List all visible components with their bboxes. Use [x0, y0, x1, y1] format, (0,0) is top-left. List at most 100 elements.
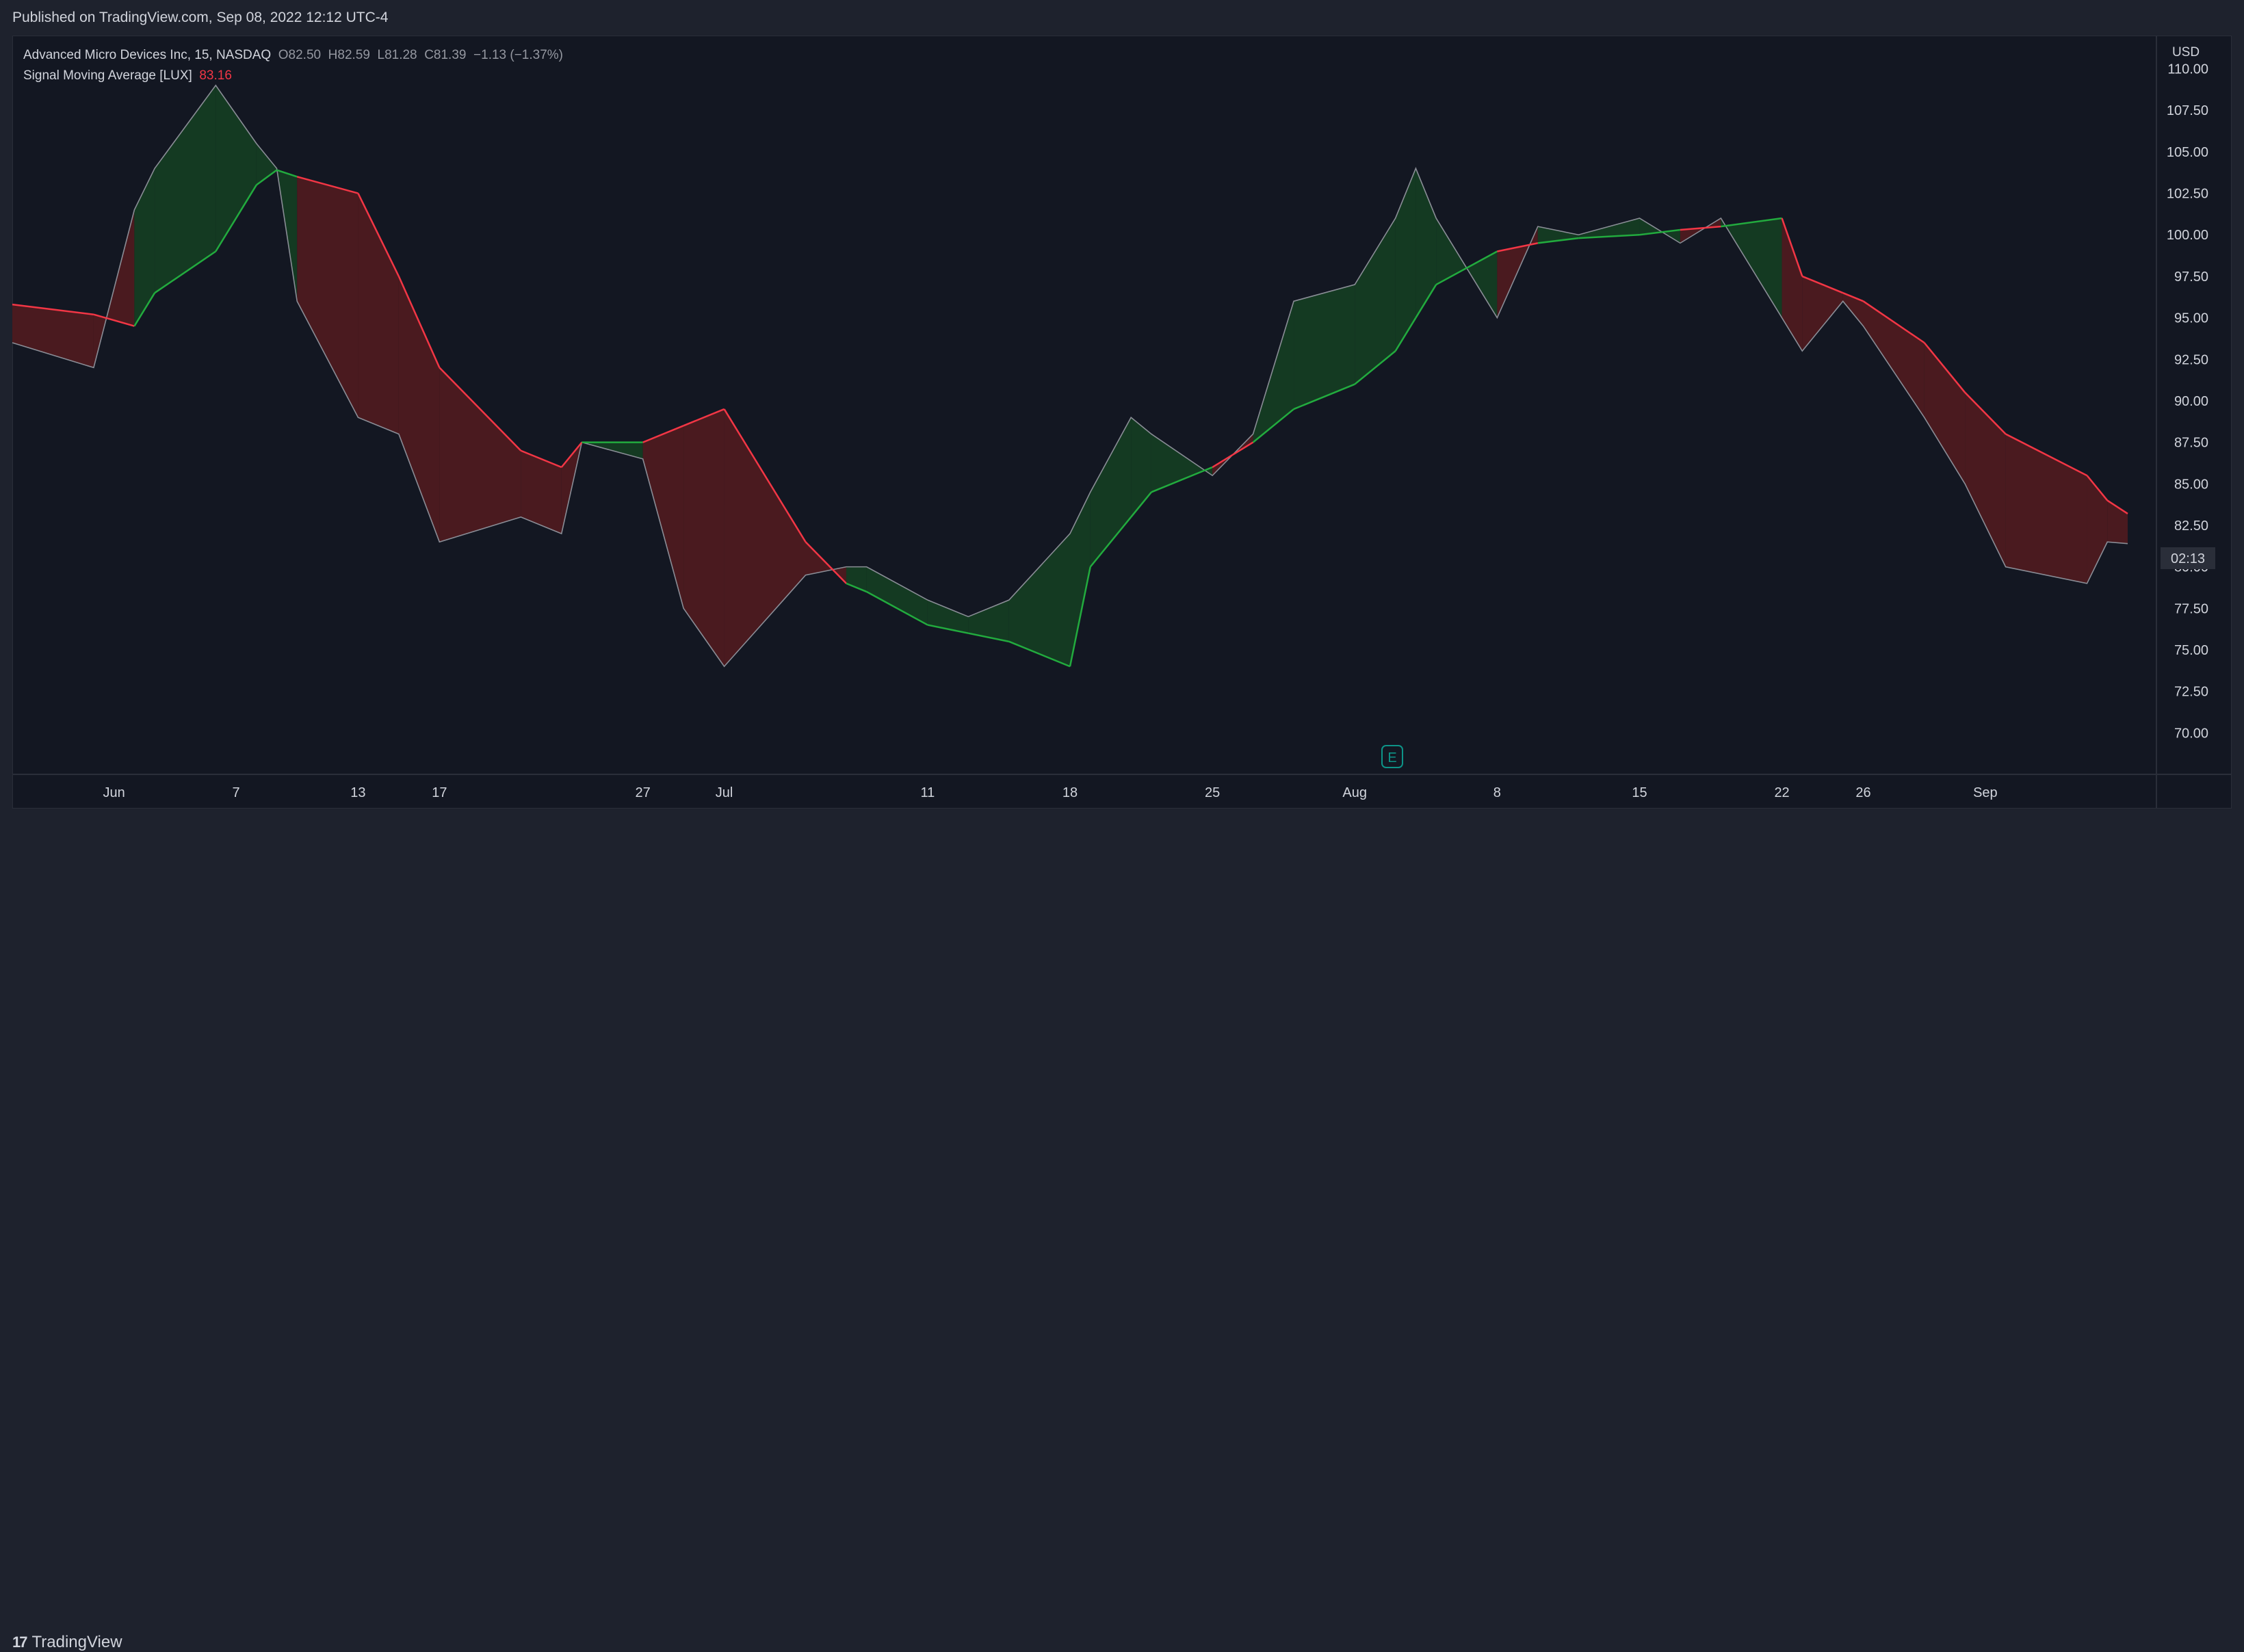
fill-segment	[358, 193, 399, 434]
sma-segment	[2005, 433, 2088, 477]
fill-segment	[1131, 417, 1151, 517]
price-line	[12, 84, 2128, 668]
sma-segment	[276, 169, 298, 178]
sma-segment	[642, 425, 684, 443]
high-value: 82.59	[337, 48, 370, 62]
sma-segment	[683, 408, 725, 427]
fill-segment	[256, 143, 277, 185]
close-value: 81.39	[433, 48, 467, 62]
sma-segment	[1842, 292, 1864, 302]
y-tick-label: 90.00	[2174, 394, 2208, 409]
brand[interactable]: 17 TradingView	[12, 1633, 122, 1652]
close-label: C	[424, 48, 434, 62]
x-tick-label: 15	[1632, 785, 1647, 800]
chart-canvas[interactable]: 70.0072.5075.0077.5080.0082.5085.0087.50…	[0, 0, 2244, 855]
low-label: L	[377, 48, 385, 62]
sma-segment	[927, 624, 969, 634]
fill-segment	[1355, 218, 1396, 384]
fill-segment	[2087, 475, 2108, 584]
y-tick-label: 72.50	[2174, 685, 2208, 700]
y-tick-label: 77.50	[2174, 601, 2208, 616]
x-tick-label: 22	[1774, 785, 1789, 800]
x-axis-ticks: Jun 7 13 17 27 Jul 11 18 25 Aug 8 15 22 26 Sep	[103, 785, 1998, 800]
x-tick-label: 13	[350, 785, 365, 800]
earnings-marker[interactable]	[1381, 745, 1403, 768]
x-tick-label: Jul	[716, 785, 733, 800]
y-tick-label: 97.50	[2174, 270, 2208, 285]
legend: Advanced Micro Devices Inc, 15, NASDAQ O…	[23, 45, 563, 86]
fill-segment	[1782, 218, 1803, 352]
y-tick-label: 70.00	[2174, 726, 2208, 741]
sma-segment	[1212, 441, 1254, 469]
fill-segment	[1802, 276, 1843, 352]
tradingview-logo-icon: 17	[12, 1634, 28, 1651]
sma-segment	[1130, 491, 1152, 518]
legend-indicator-row[interactable]: Signal Moving Average [LUX] 83.16	[23, 66, 563, 86]
sma-segment	[1293, 383, 1355, 410]
fill-segment	[724, 409, 806, 667]
sma-segment	[2106, 499, 2128, 515]
price-layer	[12, 84, 2128, 668]
sma-segment	[1781, 218, 1803, 277]
indicator-value: 83.16	[199, 68, 232, 83]
y-tick-label: 82.50	[2174, 519, 2208, 534]
y-tick-label: 105.00	[2167, 145, 2208, 160]
fill-segment	[1415, 168, 1437, 318]
countdown-badge	[2161, 547, 2215, 569]
fill-segment	[1965, 392, 2006, 567]
sma-segment	[1537, 237, 1579, 244]
low-value: 81.28	[384, 48, 417, 62]
sma-segment	[805, 541, 847, 584]
x-tick-label: 11	[921, 785, 935, 800]
sma-segment	[1435, 250, 1498, 286]
y-tick-label: 85.00	[2174, 477, 2208, 492]
fill-segment	[1924, 342, 1966, 484]
sma-segment	[1008, 640, 1071, 668]
x-tick-label: 18	[1062, 785, 1078, 800]
sma-segment	[397, 276, 441, 368]
fill-segment	[642, 425, 684, 609]
y-tick-label: 87.50	[2174, 436, 2208, 451]
published-header: Published on TradingView.com, Sep 08, 20…	[12, 10, 389, 25]
countdown-label: 02:13	[2171, 551, 2205, 566]
sma-segment	[1089, 516, 1132, 568]
change-value: −1.13 (−1.37%)	[473, 48, 564, 62]
sma-segment	[133, 292, 156, 327]
y-tick-label: 100.00	[2167, 228, 2208, 243]
indicator-name: Signal Moving Average [LUX]	[23, 68, 192, 83]
fill-segment	[1070, 492, 1091, 667]
sma-segment	[1069, 566, 1091, 667]
open-value: 82.50	[288, 48, 322, 62]
high-label: H	[328, 48, 338, 62]
sma-segment	[520, 449, 562, 469]
fill-segment	[2005, 434, 2087, 584]
fill-segment	[439, 367, 521, 542]
fill-segment	[1578, 218, 1640, 239]
sma-segment	[1639, 228, 1681, 236]
sma-layer	[12, 169, 2128, 668]
x-tick-label: 8	[1493, 785, 1501, 800]
y-tick-label: 107.50	[2167, 103, 2208, 118]
sma-segment	[1252, 408, 1294, 443]
x-tick-label: Sep	[1973, 785, 1998, 800]
sma-segment	[215, 184, 257, 252]
symbol-title: Advanced Micro Devices Inc, 15, NASDAQ	[23, 48, 272, 62]
x-tick-label: Jun	[103, 785, 125, 800]
sma-segment	[968, 632, 1010, 643]
fill-segment	[1294, 285, 1355, 410]
sma-segment	[1354, 350, 1396, 385]
legend-ohlc-row: Advanced Micro Devices Inc, 15, NASDAQ O…	[23, 45, 563, 66]
fill-segment	[968, 600, 1009, 642]
sma-segment	[1497, 242, 1539, 252]
sma-segment	[256, 169, 278, 186]
sma-segment	[1680, 225, 1721, 231]
sma-segment	[1578, 233, 1640, 239]
fill-segment	[134, 168, 155, 326]
sma-segment	[866, 590, 928, 626]
sma-segment	[1801, 275, 1844, 294]
fill-segment	[398, 276, 440, 542]
sma-segment	[1415, 284, 1437, 319]
currency-label: USD	[2172, 45, 2200, 60]
fill-segment	[1151, 434, 1213, 493]
fill-segment	[1090, 417, 1132, 567]
